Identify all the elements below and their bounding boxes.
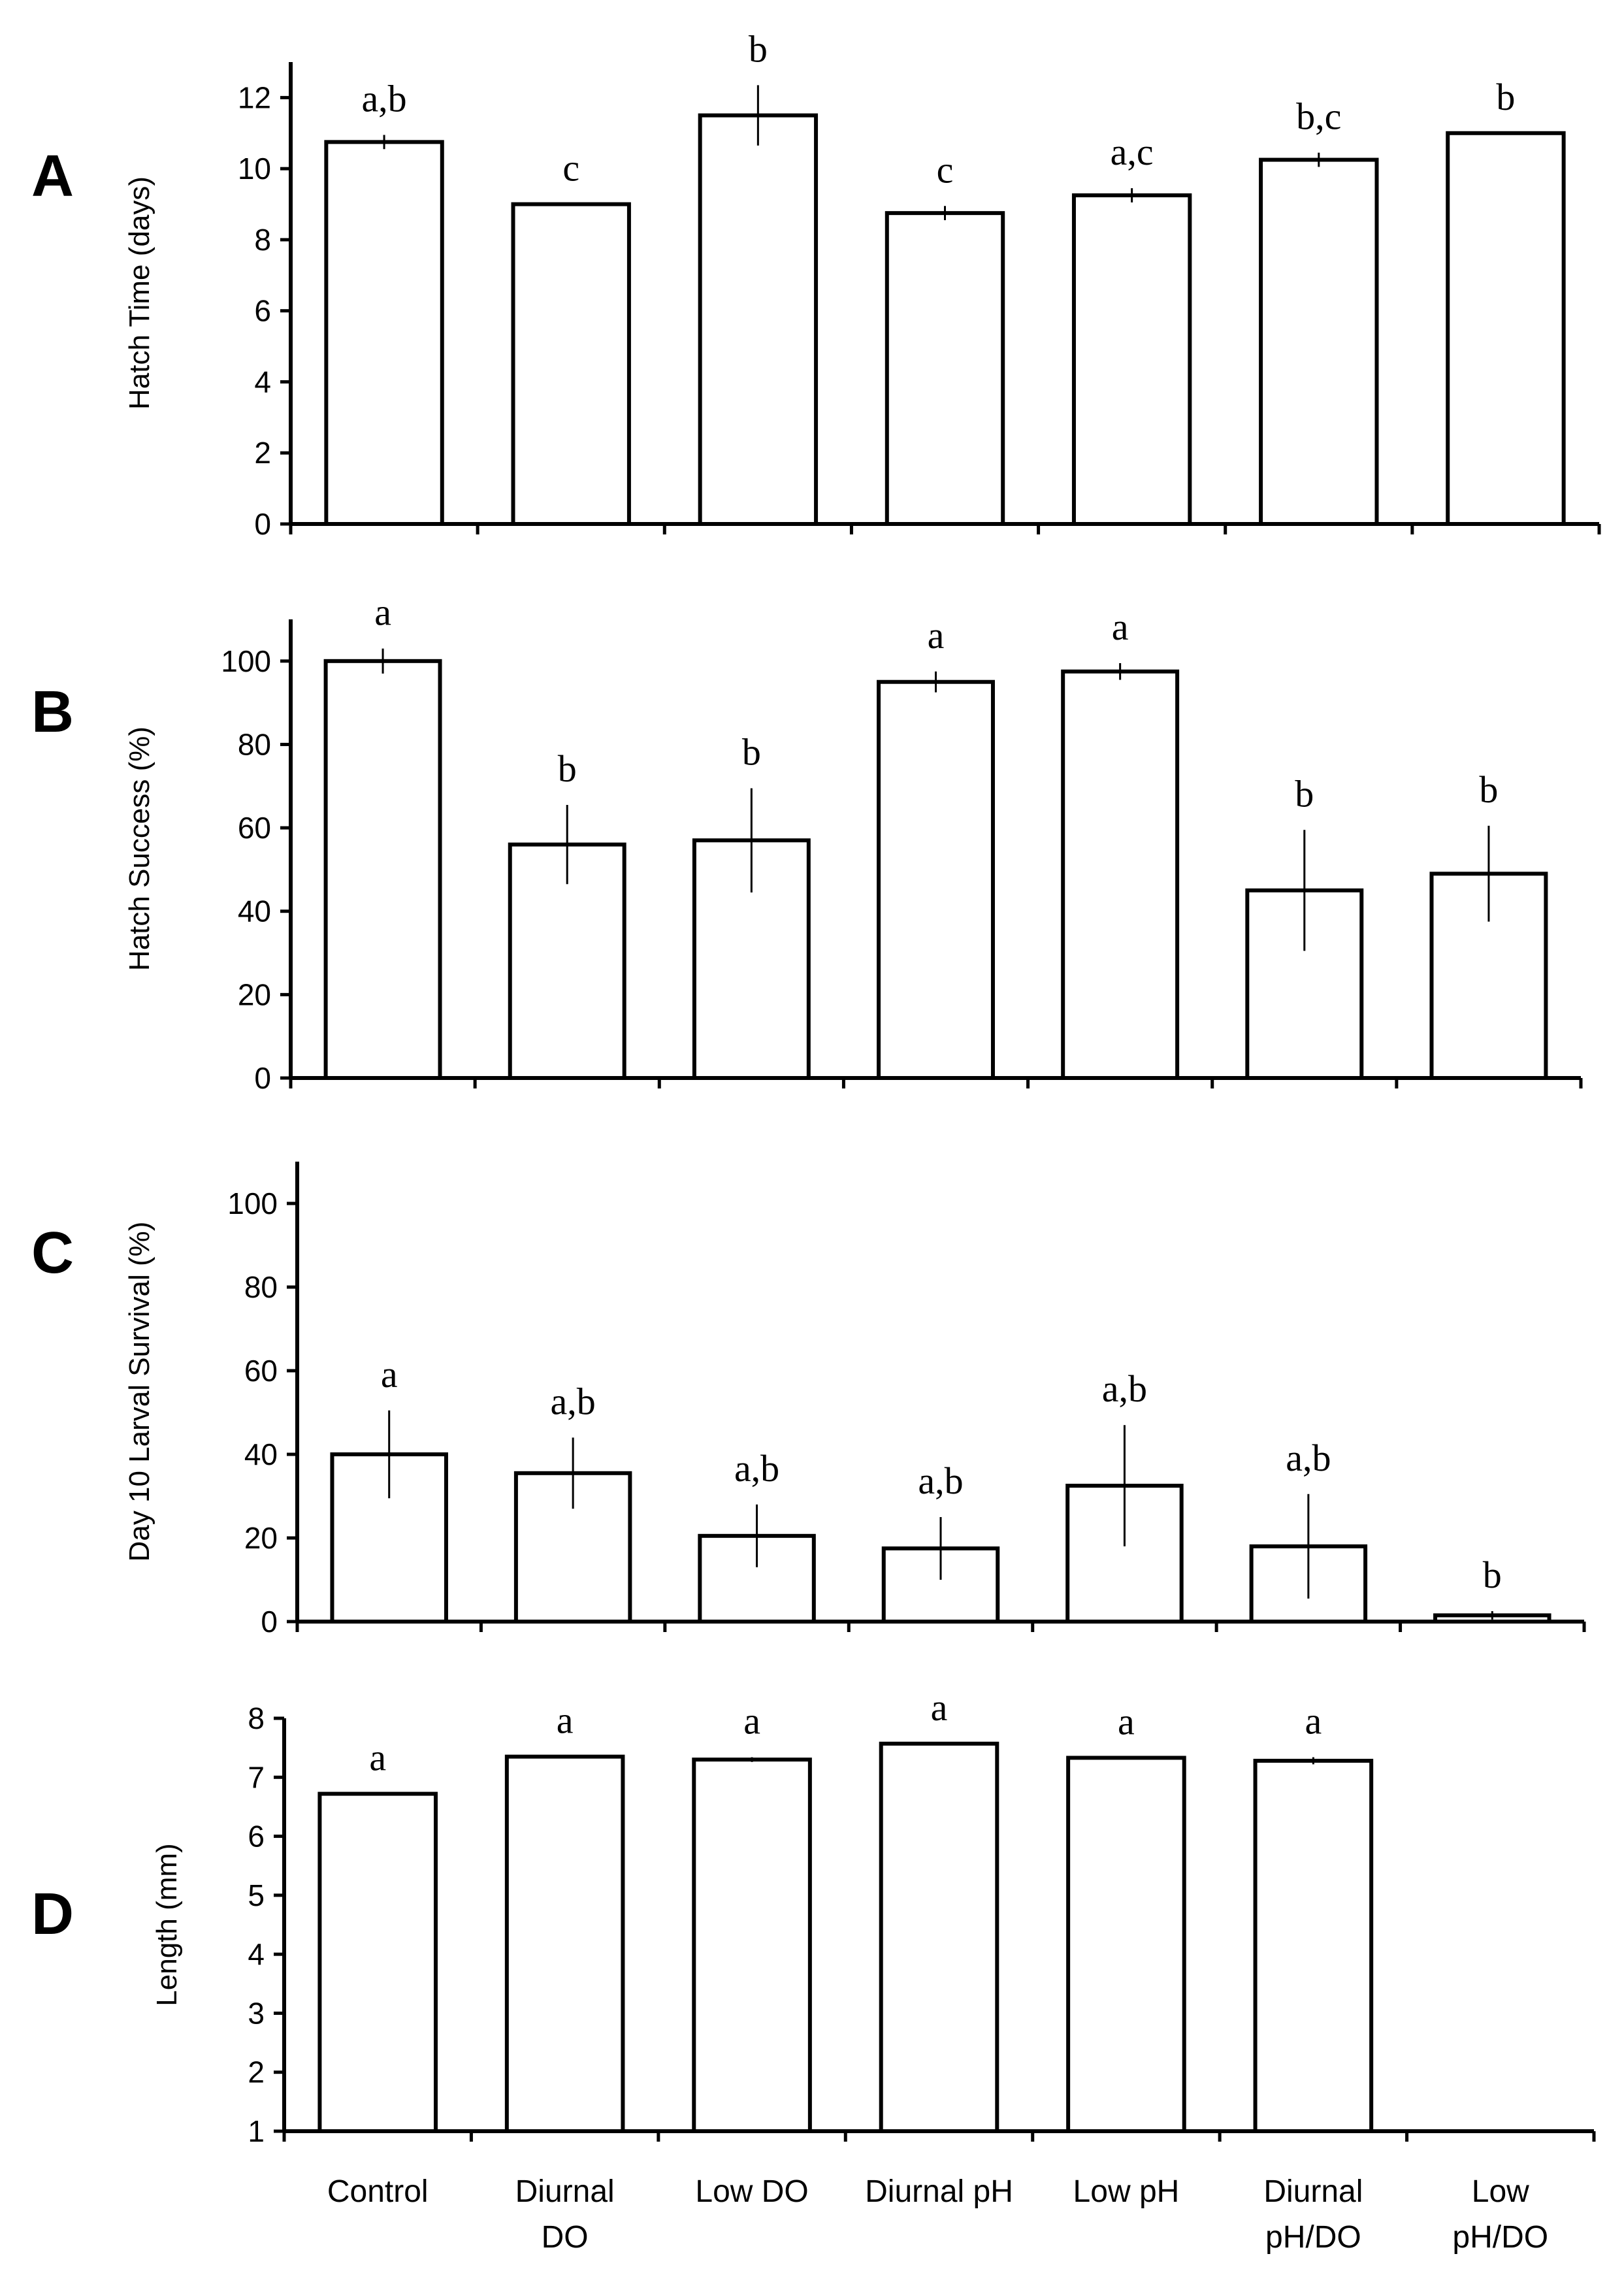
- x-category-label: pH/DO: [1452, 2220, 1548, 2255]
- significance-letter-c-7: b: [1483, 1554, 1502, 1596]
- y-tick-label-d: 8: [248, 1701, 265, 1735]
- bar-b-4: [877, 679, 995, 1080]
- y-tick-label-c: 20: [244, 1521, 278, 1555]
- significance-letter-a-3: b: [749, 27, 768, 70]
- y-tick-label-c: 80: [244, 1270, 278, 1304]
- y-tick-label-d: 1: [248, 2114, 265, 2148]
- bar-a-7: [1446, 131, 1566, 526]
- y-tick-label-b: 20: [238, 977, 271, 1011]
- y-axis-title-d: Length (mm): [151, 1843, 183, 2006]
- significance-letter-a-6: b,c: [1296, 95, 1341, 138]
- y-tick-label-a: 4: [254, 365, 271, 399]
- y-tick-label-c: 40: [244, 1437, 278, 1471]
- bar-b-5: [1061, 669, 1180, 1080]
- significance-letter-a-5: a,c: [1111, 131, 1154, 173]
- bar-a-4: [885, 211, 1005, 526]
- y-axis-title-c: Day 10 Larval Survival (%): [123, 1222, 155, 1562]
- significance-letter-b-1: a: [374, 591, 391, 634]
- bar-d-1: [317, 1791, 438, 2133]
- bar-a-1: [324, 140, 444, 527]
- bar-d-5: [1066, 1756, 1186, 2133]
- y-tick-label-b: 60: [238, 811, 271, 845]
- significance-letter-b-2: b: [558, 747, 577, 790]
- y-tick-label-a: 0: [254, 507, 271, 541]
- bar-d-3: [692, 1757, 812, 2133]
- panel-label-d: D: [31, 1882, 74, 1947]
- y-tick-label-d: 6: [248, 1820, 265, 1854]
- significance-letter-b-6: b: [1295, 772, 1314, 815]
- y-tick-label-a: 2: [254, 436, 271, 470]
- bar-d-4: [879, 1741, 999, 2133]
- significance-letter-c-4: a,b: [918, 1460, 963, 1502]
- y-tick-label-a: 8: [254, 223, 271, 257]
- panel-label-a: A: [31, 144, 74, 209]
- significance-letter-c-2: a,b: [551, 1380, 596, 1422]
- y-tick-label-d: 4: [248, 1937, 265, 1971]
- y-tick-label-c: 0: [261, 1605, 278, 1639]
- y-tick-label-a: 10: [238, 152, 271, 186]
- significance-letter-c-5: a,b: [1102, 1367, 1147, 1410]
- significance-letter-b-4: a: [928, 614, 945, 657]
- significance-letter-b-3: b: [742, 730, 761, 773]
- significance-letter-c-3: a,b: [734, 1447, 779, 1490]
- significance-letter-d-2: a: [557, 1699, 574, 1742]
- significance-letter-b-7: b: [1479, 768, 1498, 811]
- significance-letter-a-1: a,b: [361, 77, 406, 120]
- significance-letter-d-1: a: [369, 1737, 386, 1779]
- bar-a-3: [698, 113, 819, 527]
- y-tick-label-c: 60: [244, 1354, 278, 1388]
- significance-letter-d-6: a: [1305, 1700, 1322, 1742]
- significance-letter-a-4: c: [937, 148, 954, 191]
- significance-letter-d-4: a: [931, 1686, 948, 1729]
- x-category-label: pH/DO: [1265, 2220, 1361, 2255]
- x-category-label: Diurnal: [515, 2174, 615, 2209]
- bar-d-6: [1253, 1759, 1374, 2133]
- bar-b-1: [323, 659, 442, 1080]
- y-tick-label-b: 0: [254, 1061, 271, 1095]
- y-axis-title-a: Hatch Time (days): [123, 176, 155, 410]
- bar-d-2: [504, 1754, 625, 2134]
- bar-a-2: [511, 202, 631, 526]
- x-category-label: Low pH: [1073, 2174, 1180, 2209]
- significance-letter-b-5: a: [1112, 606, 1129, 648]
- x-category-label: Diurnal: [1263, 2174, 1363, 2209]
- bar-a-6: [1259, 157, 1379, 527]
- y-tick-label-b: 100: [221, 644, 271, 678]
- y-axis-title-b: Hatch Success (%): [123, 727, 155, 971]
- panel-label-c: C: [31, 1220, 74, 1286]
- x-category-label: Low DO: [695, 2174, 808, 2209]
- x-category-label: Low: [1472, 2174, 1529, 2209]
- bar-a-5: [1071, 193, 1192, 526]
- y-tick-label-b: 80: [238, 727, 271, 761]
- y-tick-label-d: 2: [248, 2055, 265, 2089]
- y-tick-label-d: 5: [248, 1878, 265, 1912]
- significance-letter-d-5: a: [1118, 1700, 1135, 1742]
- y-tick-label-d: 3: [248, 1996, 265, 2030]
- panel-label-b: B: [31, 679, 74, 745]
- y-tick-label-a: 12: [238, 80, 271, 114]
- significance-letter-d-3: a: [743, 1700, 760, 1742]
- y-tick-label-b: 40: [238, 894, 271, 928]
- significance-letter-a-7: b: [1496, 76, 1515, 118]
- significance-letter-c-1: a: [381, 1353, 398, 1396]
- x-category-label: DO: [542, 2220, 589, 2255]
- significance-letter-c-6: a,b: [1286, 1437, 1331, 1479]
- x-category-label: Control: [327, 2174, 429, 2209]
- y-tick-label-d: 7: [248, 1760, 265, 1794]
- y-tick-label-c: 100: [227, 1186, 278, 1220]
- x-category-label: Diurnal pH: [865, 2174, 1013, 2209]
- significance-letter-a-2: c: [562, 147, 579, 189]
- y-tick-label-a: 6: [254, 294, 271, 328]
